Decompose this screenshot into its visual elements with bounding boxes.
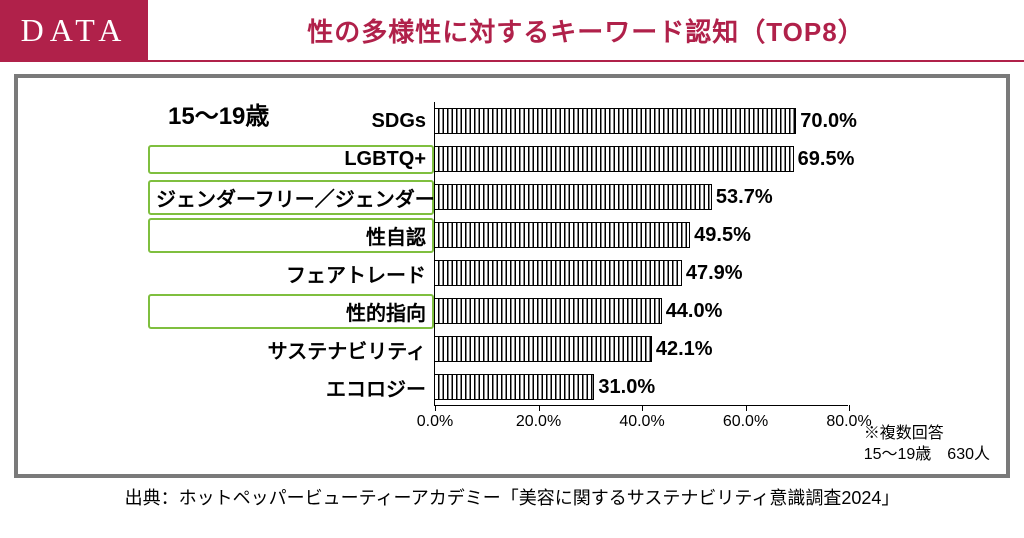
footnote-line: 15～19歳 630人 — [864, 445, 990, 466]
chart-row: ジェンダーフリー／ジェンダーレス 53.7% — [148, 178, 848, 216]
bar — [434, 260, 682, 286]
bar — [434, 222, 690, 248]
bar — [434, 184, 712, 210]
bar-value: 49.5% — [694, 224, 751, 247]
footnote-line: ※複数回答 — [864, 424, 990, 445]
data-badge: DATA — [0, 0, 148, 60]
page-title: 性の多様性に対するキーワード認知（TOP8） — [148, 0, 1024, 60]
chart-row: フェアトレード 47.9% — [148, 254, 848, 292]
category-label: 性自認 — [148, 218, 434, 253]
category-label: LGBTQ+ — [148, 145, 434, 174]
category-label: ジェンダーフリー／ジェンダーレス — [148, 180, 434, 215]
source-citation: 出典：ホットペッパービューティーアカデミー「美容に関するサステナビリティ意識調査… — [0, 484, 1024, 510]
bar-value: 53.7% — [716, 186, 773, 209]
axis-tick — [849, 405, 850, 411]
axis-tick-label: 60.0% — [723, 413, 768, 431]
category-label: 性的指向 — [148, 294, 434, 329]
bar — [434, 108, 796, 134]
chart-row: LGBTQ+69.5% — [148, 140, 848, 178]
chart-row: エコロジー 31.0% — [148, 368, 848, 406]
category-label: サステナビリティ — [148, 335, 434, 364]
bar-value: 42.1% — [656, 338, 713, 361]
chart-footnote: ※複数回答 15～19歳 630人 — [864, 424, 990, 466]
category-label: SDGs — [148, 110, 434, 133]
header: DATA 性の多様性に対するキーワード認知（TOP8） — [0, 0, 1024, 62]
bar — [434, 374, 594, 400]
bar-value: 47.9% — [686, 262, 743, 285]
bar — [434, 146, 794, 172]
chart-row: 性的指向 44.0% — [148, 292, 848, 330]
axis-tick-label: 0.0% — [417, 413, 453, 431]
chart-row: SDGs70.0% — [148, 102, 848, 140]
bar — [434, 336, 652, 362]
bar-value: 44.0% — [666, 300, 723, 323]
axis-tick-label: 40.0% — [619, 413, 664, 431]
chart-frame: 15～19歳 0.0%20.0%40.0%60.0%80.0% SDGs70.0… — [14, 74, 1010, 478]
category-label: フェアトレード — [148, 259, 434, 288]
chart-row: 性自認 49.5% — [148, 216, 848, 254]
bar — [434, 298, 662, 324]
bar-value: 69.5% — [798, 148, 855, 171]
bar-value: 31.0% — [598, 376, 655, 399]
category-label: エコロジー — [148, 373, 434, 402]
axis-tick-label: 20.0% — [516, 413, 561, 431]
bar-chart: 0.0%20.0%40.0%60.0%80.0% SDGs70.0%LGBTQ+… — [148, 94, 848, 450]
chart-row: サステナビリティ 42.1% — [148, 330, 848, 368]
bar-value: 70.0% — [800, 110, 857, 133]
